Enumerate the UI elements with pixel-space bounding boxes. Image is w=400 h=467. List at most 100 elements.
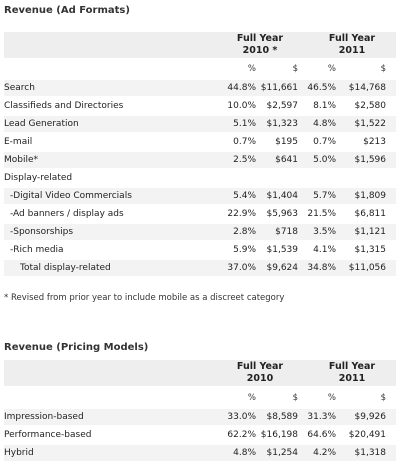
- cell-usd-2011: $20,491: [348, 430, 386, 440]
- table-row: Search 44.8% $11,661 46.5% $14,768: [4, 80, 396, 96]
- table-row: -Digital Video Commercials 5.4% $1,404 5.7%…: [4, 188, 396, 204]
- subheader-usd-2011: $: [380, 64, 386, 74]
- cell-usd-2011: $1,121: [354, 227, 387, 237]
- cell-usd-2010: $16,198: [260, 430, 298, 440]
- cell-usd-2011: $1,522: [354, 119, 387, 129]
- cell-usd-2011: $6,811: [354, 209, 387, 219]
- pricing-col-2011-line1: Full Year: [328, 361, 376, 372]
- pricing-col-2011: Full Year 2011: [306, 360, 398, 386]
- pricing-subheader-pct-2010: %: [247, 393, 256, 403]
- cell-pct-2010: 0.7%: [233, 137, 256, 147]
- pricing-col-2011-line2: 2011: [338, 373, 366, 384]
- cell-usd-2010: $1,254: [266, 448, 299, 458]
- cell-usd-2010: $641: [275, 155, 298, 165]
- cell-pct-2010: 4.8%: [233, 448, 256, 458]
- table-row: Performance-based 62.2% $16,198 64.6% $20,49…: [4, 427, 396, 443]
- cell-usd-2011: $1,318: [354, 448, 387, 458]
- ad-formats-title: Revenue (Ad Formats): [4, 5, 130, 16]
- cell-pct-2010: 44.8%: [227, 83, 256, 93]
- cell-pct-2010: 33.0%: [227, 412, 256, 422]
- pricing-models-header: Full Year 2010 Full Year 2011: [4, 360, 396, 386]
- cell-usd-2011: $1,809: [354, 191, 387, 201]
- table-row: -Ad banners / display ads 22.9% $5,963 21.5…: [4, 206, 396, 222]
- ad-formats-footnote: * Revised from prior year to include mob…: [4, 293, 285, 303]
- table-row: Lead Generation 5.1% $1,323 4.8% $1,522: [4, 116, 396, 132]
- cell-pct-2010: 5.4%: [233, 191, 256, 201]
- row-label: -Rich media: [10, 245, 64, 255]
- pricing-models-title: Revenue (Pricing Models): [4, 342, 149, 353]
- cell-usd-2010: $8,589: [266, 412, 299, 422]
- table-row: -Rich media 5.9% $1,539 4.1% $1,315: [4, 242, 396, 258]
- row-label: Performance-based: [4, 430, 92, 440]
- cell-pct-2011: 8.1%: [313, 101, 336, 111]
- row-label: Search: [4, 83, 35, 93]
- cell-usd-2010: $195: [275, 137, 298, 147]
- cell-pct-2011: 21.5%: [307, 209, 336, 219]
- table-row: Display-related: [4, 170, 396, 186]
- row-label: Classifieds and Directories: [4, 101, 124, 111]
- cell-usd-2011: $14,768: [348, 83, 386, 93]
- ad-formats-col-2011: Full Year 2011: [306, 32, 398, 58]
- table-row: Classifieds and Directories 10.0% $2,597 8.…: [4, 98, 396, 114]
- cell-usd-2010: $1,404: [266, 191, 299, 201]
- cell-pct-2011: 46.5%: [307, 83, 336, 93]
- cell-pct-2010: 22.9%: [227, 209, 256, 219]
- row-label: Lead Generation: [4, 119, 79, 129]
- cell-usd-2011: $213: [363, 137, 386, 147]
- cell-pct-2011: 3.5%: [313, 227, 336, 237]
- cell-pct-2011: 4.8%: [313, 119, 336, 129]
- ad-formats-header: Full Year 2010 * Full Year 2011: [4, 32, 396, 58]
- pricing-subheader-usd-2010: $: [292, 393, 298, 403]
- cell-usd-2010: $718: [275, 227, 298, 237]
- table-row: Hybrid 4.8% $1,254 4.2% $1,318: [4, 445, 396, 461]
- table-row: E-mail 0.7% $195 0.7% $213: [4, 134, 396, 150]
- cell-pct-2011: 31.3%: [307, 412, 336, 422]
- cell-usd-2010: $2,597: [266, 101, 299, 111]
- cell-pct-2010: 5.1%: [233, 119, 256, 129]
- cell-pct-2010: 10.0%: [227, 101, 256, 111]
- pricing-col-2010-line1: Full Year: [236, 361, 284, 372]
- cell-pct-2010: 2.8%: [233, 227, 256, 237]
- ad-formats-col-2011-line1: Full Year: [328, 33, 376, 44]
- cell-usd-2010: $11,661: [260, 83, 298, 93]
- cell-pct-2010: 37.0%: [227, 263, 256, 273]
- table-row: Total display-related 37.0% $9,624 34.8% $11…: [4, 260, 396, 276]
- pricing-subheader-pct-2011: %: [327, 393, 336, 403]
- row-label: Total display-related: [20, 263, 111, 273]
- pricing-col-2010-line2: 2010: [246, 373, 274, 384]
- cell-usd-2011: $1,315: [354, 245, 387, 255]
- cell-usd-2010: $5,963: [266, 209, 299, 219]
- cell-usd-2010: $1,323: [266, 119, 299, 129]
- subheader-usd-2010: $: [292, 64, 298, 74]
- row-label: -Sponsorships: [10, 227, 74, 237]
- cell-pct-2010: 62.2%: [227, 430, 256, 440]
- cell-pct-2011: 34.8%: [307, 263, 336, 273]
- ad-formats-col-2010-line1: Full Year: [236, 33, 284, 44]
- cell-usd-2010: $9,624: [266, 263, 299, 273]
- row-label: -Ad banners / display ads: [10, 209, 124, 219]
- cell-usd-2011: $11,056: [348, 263, 386, 273]
- ad-formats-subheader: % $ % $: [4, 63, 396, 76]
- cell-pct-2011: 64.6%: [307, 430, 336, 440]
- cell-usd-2011: $1,596: [354, 155, 387, 165]
- cell-pct-2010: 5.9%: [233, 245, 256, 255]
- table-row: Impression-based 33.0% $8,589 31.3% $9,926: [4, 409, 396, 425]
- cell-usd-2011: $9,926: [354, 412, 387, 422]
- cell-pct-2011: 5.0%: [313, 155, 336, 165]
- cell-pct-2010: 2.5%: [233, 155, 256, 165]
- row-label: -Digital Video Commercials: [10, 191, 132, 201]
- cell-usd-2011: $2,580: [354, 101, 387, 111]
- subheader-pct-2010: %: [247, 64, 256, 74]
- pricing-subheader: % $ % $: [4, 392, 396, 405]
- row-label: Mobile*: [4, 155, 39, 165]
- cell-pct-2011: 4.1%: [313, 245, 336, 255]
- table-row: -Sponsorships 2.8% $718 3.5% $1,121: [4, 224, 396, 240]
- row-label: Hybrid: [4, 448, 34, 458]
- subheader-pct-2011: %: [327, 64, 336, 74]
- ad-formats-col-2010: Full Year 2010 *: [214, 32, 306, 58]
- pricing-col-2010: Full Year 2010: [214, 360, 306, 386]
- row-label: Impression-based: [4, 412, 84, 422]
- row-label: Display-related: [4, 173, 73, 183]
- cell-pct-2011: 5.7%: [313, 191, 336, 201]
- table-row: Mobile* 2.5% $641 5.0% $1,596: [4, 152, 396, 168]
